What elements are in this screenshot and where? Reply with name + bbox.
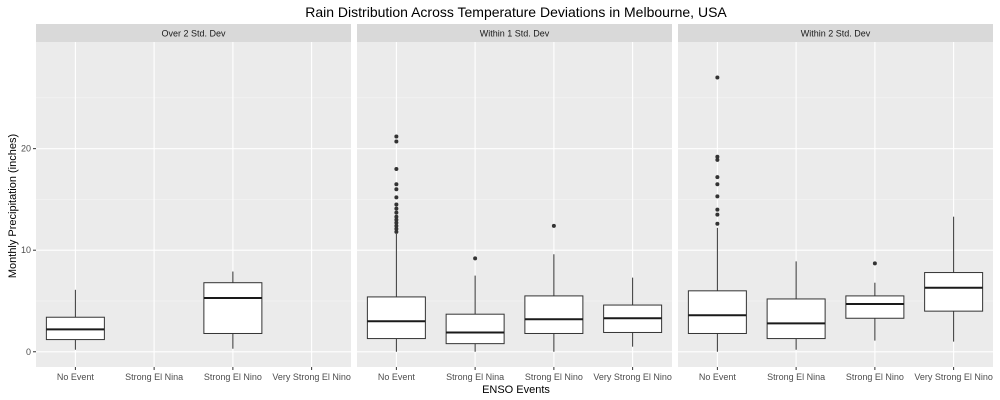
outlier-point [394,182,399,187]
facet-strip [678,24,993,42]
facet-strip [357,24,672,42]
chart-title: Rain Distribution Across Temperature Dev… [305,4,727,20]
outlier-point [394,217,399,222]
box-body [924,272,984,312]
facet-label: Within 1 Std. Dev [480,29,550,39]
outlier-point [394,166,399,171]
y-axis-title: Monthly Precipitation (inches) [7,134,19,278]
box-body [366,296,426,340]
outlier-point [715,75,720,80]
box-strong-el-nina [766,261,826,350]
outlier-point [394,134,399,139]
x-tick-label: No Event [699,372,737,382]
box-strong-el-nino [524,223,584,352]
box-body [445,313,505,345]
outlier-point [394,226,399,231]
x-tick-label: No Event [378,372,416,382]
x-tick-label: No Event [57,372,95,382]
outlier-point [872,261,877,266]
box-strong-el-nino [845,261,905,341]
outlier-point [715,157,720,162]
outlier-point [394,223,399,228]
x-tick-label: Strong El Nino [204,372,262,382]
outlier-point [715,182,720,187]
box-very-strong-el-nino [603,277,663,347]
outlier-point [551,223,556,228]
outlier-point [394,229,399,234]
x-tick-label: Strong El Nino [846,372,904,382]
y-tick-label: 0 [26,347,31,357]
outlier-point [473,256,478,261]
outlier-point [394,206,399,211]
x-tick-label: Very Strong El Nino [593,372,672,382]
x-axis-title: ENSO Events [482,384,550,396]
box-strong-el-nina [445,256,505,352]
x-tick-label: Strong El Nino [525,372,583,382]
outlier-point [394,210,399,215]
x-tick-label: Strong El Nina [446,372,504,382]
box-no-event [366,134,426,352]
x-tick-label: Strong El Nina [125,372,183,382]
outlier-point [715,212,720,217]
facet-label: Over 2 Std. Dev [161,29,226,39]
outlier-point [394,195,399,200]
panels-layer: Over 2 Std. Dev No Event Strong El Nina Str… [36,24,993,382]
box-body [845,295,905,319]
y-axis: 0 10 20 [21,144,36,357]
outlier-point [715,207,720,212]
box-body [45,316,105,341]
x-tick-label: Very Strong El Nino [914,372,993,382]
box-no-event [687,75,747,352]
x-tick-label: Very Strong El Nino [272,372,351,382]
box-strong-el-nino [203,271,263,349]
y-tick-label: 20 [21,144,31,154]
box-very-strong-el-nino [924,216,984,342]
box-body [203,282,263,334]
x-tick-label: Strong El Nina [767,372,825,382]
box-body [766,298,826,340]
panel: Over 2 Std. Dev No Event Strong El Nina Str… [36,24,351,382]
panel-background [36,42,351,367]
outlier-point [715,194,720,199]
facet-label: Within 2 Std. Dev [801,29,871,39]
outlier-point [394,187,399,192]
panel: Within 2 Std. Dev No Event Strong El Nina S… [678,24,993,382]
outlier-point [715,221,720,226]
outlier-point [394,139,399,144]
box-body [524,295,584,334]
outlier-point [394,220,399,225]
outlier-point [715,154,720,159]
box-body [687,290,747,334]
outlier-point [394,202,399,207]
outlier-point [394,214,399,219]
y-tick-label: 10 [21,245,31,255]
facet-strip [36,24,351,42]
outlier-point [715,175,720,180]
panel: Within 1 Std. Dev No Event Strong El Nina S… [357,24,672,382]
box-no-event [45,289,105,350]
